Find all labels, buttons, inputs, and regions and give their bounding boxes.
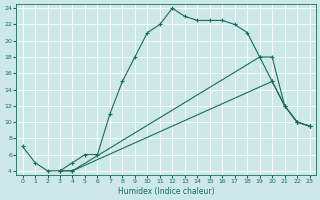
X-axis label: Humidex (Indice chaleur): Humidex (Indice chaleur) <box>118 187 214 196</box>
